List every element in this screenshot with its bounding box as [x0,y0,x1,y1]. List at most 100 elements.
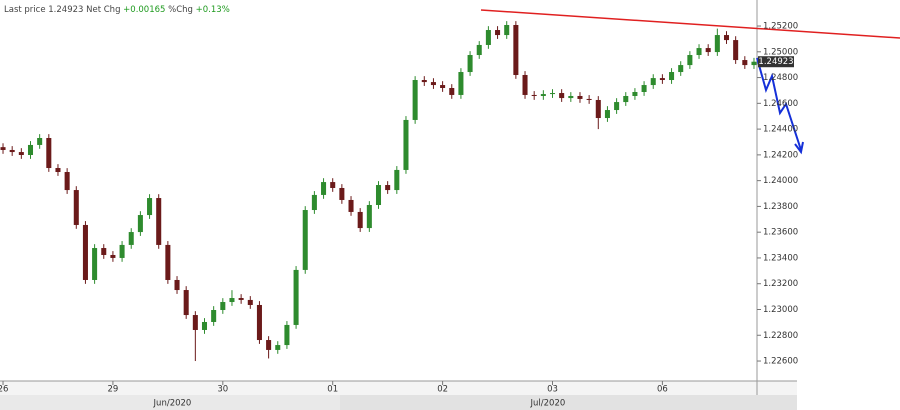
candle-body [614,102,620,111]
candles [0,21,757,362]
candle-body [37,137,43,145]
candle-body [595,99,601,119]
candle-body [0,147,6,150]
candle-body [476,44,482,56]
candle-body [604,110,610,119]
candle-body [495,30,501,36]
candle-body [623,95,629,103]
candle-body [742,60,748,66]
candle-body [46,137,52,169]
candle-body [220,302,226,311]
y-tick-label: 1.24800 [763,73,798,83]
candle-body [577,95,583,99]
month-band [0,395,340,410]
candle-body [751,61,757,66]
y-tick-label: 1.25000 [763,47,798,57]
candle-body [467,55,473,73]
candle-body [247,299,253,305]
candle-body [540,94,546,96]
arrow-head [794,141,804,155]
price-tag: 1.24923 [758,56,794,68]
x-tick-label: 06 [657,385,668,395]
candle-body [119,244,125,258]
x-tick-label: 03 [547,385,558,395]
trend-line [480,9,900,39]
candle-body [201,321,208,330]
candle-body [641,85,647,92]
candle-body [678,65,684,73]
label: Last price [4,5,46,15]
y-tick-label: 1.25200 [763,22,798,32]
candle-body [73,190,79,225]
candle-body [64,172,70,191]
y-tick-label: 1.24200 [763,150,798,160]
candle-body [366,204,372,229]
candle-body [9,149,15,153]
candle-body [733,40,739,61]
candle-body [449,88,455,95]
candle-body [92,248,98,280]
candle-body [430,82,436,86]
candle-body [687,55,693,66]
y-tick-label: 1.23000 [763,305,798,315]
x-tick-label: 26 [0,385,8,395]
y-tick-label: 1.23800 [763,202,798,212]
x-tick-label: 29 [108,385,119,395]
candle-body [504,24,510,36]
y-tick-label: 1.24000 [763,176,798,186]
candle-body [705,48,711,53]
candle-body [559,93,565,99]
candle-body [156,198,162,245]
candle-body [192,315,198,330]
candle-body [669,72,675,81]
value: +0.00165 [123,5,165,15]
month-band [340,395,797,410]
x-tick-label: 01 [327,385,338,395]
y-tick-label: 1.23600 [763,228,798,238]
candle-body [128,232,134,245]
y-tick-label: 1.24400 [763,125,798,135]
candle-body [696,48,702,56]
candle-body [266,340,272,350]
candle-body [110,254,116,258]
projection-arrow [756,57,802,151]
candle-body [183,290,189,316]
x-axis-band [0,381,797,395]
candle-body [293,269,299,325]
candle-body [659,78,665,81]
candle-body [375,185,382,205]
y-tick-label: 1.22600 [763,357,798,367]
candle-body [549,93,556,95]
candle-body [27,144,34,156]
label: %Chg [168,5,193,15]
x-tick-label: 30 [217,385,228,395]
candle-body [586,98,592,100]
month-label: Jun/2020 [153,399,192,409]
month-label: Jul/2020 [530,399,566,409]
candle-body [321,182,327,195]
candle-body [650,78,656,86]
y-tick-label: 1.23400 [763,253,798,263]
y-tick-label: 1.24600 [763,99,798,109]
candle-body [723,35,730,41]
value: 1.24923 [48,5,83,15]
header: Last price 1.24923 Net Chg +0.00165 %Chg… [4,5,230,15]
candle-body [357,211,363,229]
candle-body [101,248,107,255]
candle-body [339,187,345,200]
candle-body [311,194,317,211]
candle-body [522,74,528,95]
price-tag-text: 1.24923 [758,57,793,67]
candle-body [485,30,491,45]
candle-body [18,152,24,156]
candle-body [275,345,281,350]
candle-body [284,324,290,346]
candle-body [412,80,418,120]
candle-body [174,279,180,291]
price-tag-box [758,56,794,68]
y-tick-label: 1.23200 [763,279,798,289]
candle-body [82,224,88,280]
candle-body [55,168,61,173]
candle-body [147,198,153,216]
